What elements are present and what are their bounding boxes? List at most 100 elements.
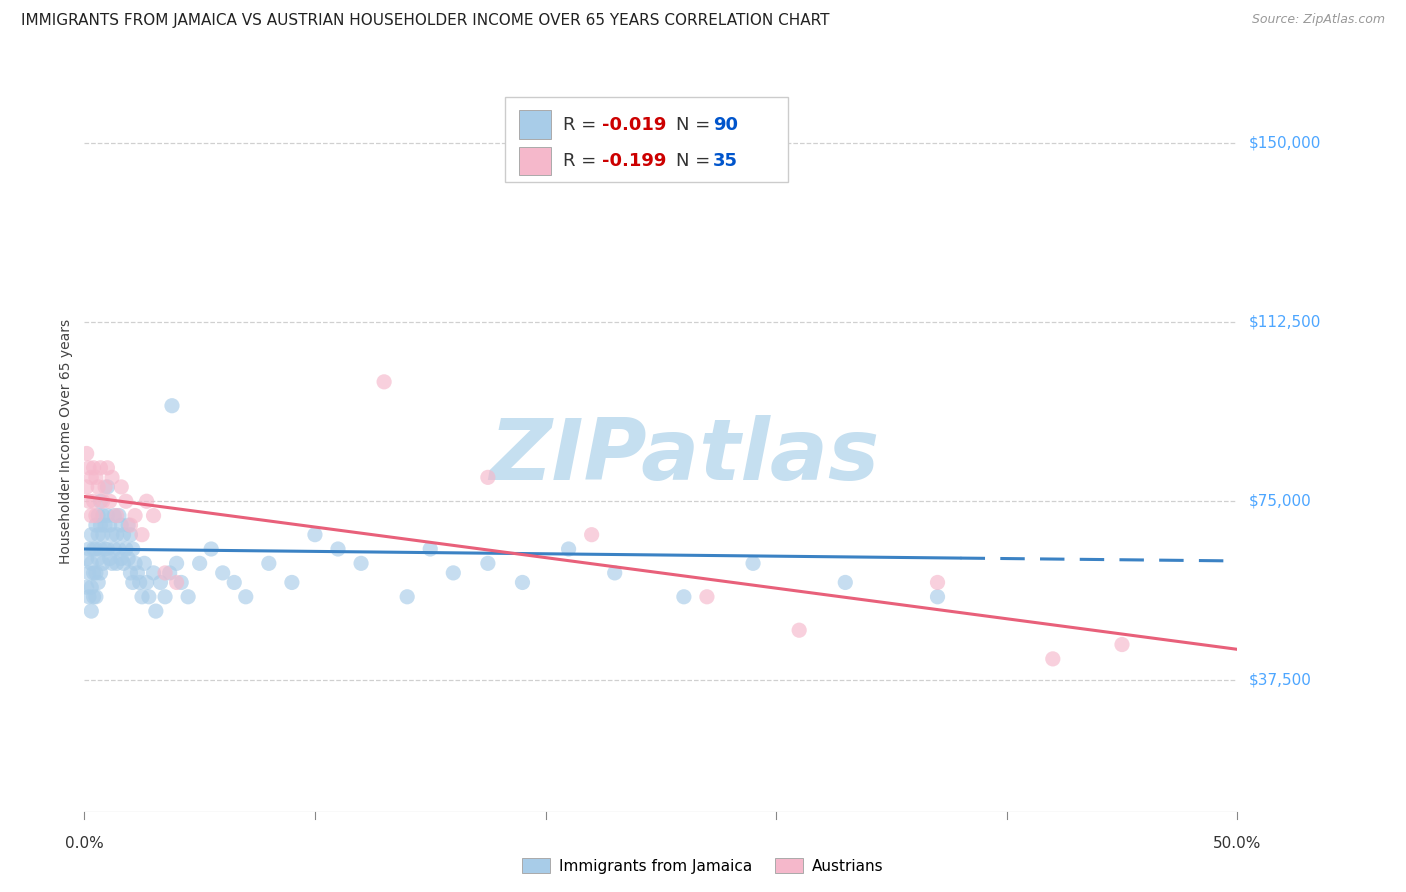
Text: R =: R = bbox=[562, 116, 602, 134]
Point bbox=[105, 557, 128, 571]
Point bbox=[235, 590, 257, 604]
Text: Source: ZipAtlas.com: Source: ZipAtlas.com bbox=[1251, 13, 1385, 27]
Point bbox=[142, 566, 165, 580]
Point bbox=[87, 551, 110, 566]
Point bbox=[281, 575, 304, 590]
Point bbox=[124, 557, 146, 571]
Point bbox=[304, 527, 326, 541]
Point bbox=[83, 541, 105, 556]
Point bbox=[89, 566, 111, 580]
Point bbox=[120, 527, 142, 541]
Point bbox=[177, 590, 200, 604]
Point bbox=[170, 575, 193, 590]
Point bbox=[101, 557, 124, 571]
Point bbox=[153, 590, 176, 604]
FancyBboxPatch shape bbox=[505, 97, 787, 183]
Point bbox=[166, 557, 188, 571]
Point bbox=[87, 527, 110, 541]
Text: -0.199: -0.199 bbox=[602, 153, 666, 170]
Point bbox=[91, 494, 114, 508]
Point bbox=[128, 575, 150, 590]
Point bbox=[105, 527, 128, 541]
Point bbox=[80, 557, 103, 571]
Point bbox=[110, 551, 132, 566]
Point bbox=[127, 566, 149, 580]
Point bbox=[101, 527, 124, 541]
Text: 90: 90 bbox=[713, 116, 738, 134]
Point bbox=[160, 399, 183, 413]
Point bbox=[927, 575, 949, 590]
Point bbox=[84, 518, 107, 533]
Point bbox=[396, 590, 419, 604]
Text: $112,500: $112,500 bbox=[1249, 315, 1320, 330]
Point bbox=[211, 566, 233, 580]
Point bbox=[91, 557, 114, 571]
Point bbox=[581, 527, 603, 541]
Point bbox=[89, 518, 111, 533]
Point bbox=[115, 494, 138, 508]
Point bbox=[138, 590, 160, 604]
Point bbox=[131, 590, 153, 604]
Point bbox=[87, 575, 110, 590]
Point bbox=[94, 480, 117, 494]
Point bbox=[927, 590, 949, 604]
Text: N =: N = bbox=[676, 116, 716, 134]
Point bbox=[83, 590, 105, 604]
Point bbox=[787, 624, 810, 638]
Point bbox=[77, 494, 100, 508]
Legend: Immigrants from Jamaica, Austrians: Immigrants from Jamaica, Austrians bbox=[516, 852, 890, 880]
Point bbox=[76, 446, 98, 460]
Y-axis label: Householder Income Over 65 years: Householder Income Over 65 years bbox=[59, 319, 73, 564]
Point bbox=[110, 480, 132, 494]
Point bbox=[96, 508, 118, 523]
Point bbox=[103, 508, 125, 523]
Point bbox=[477, 557, 499, 571]
Point bbox=[84, 541, 107, 556]
Text: 50.0%: 50.0% bbox=[1213, 836, 1261, 851]
Point bbox=[87, 508, 110, 523]
Point bbox=[87, 480, 110, 494]
Point bbox=[603, 566, 626, 580]
Point bbox=[153, 566, 176, 580]
Point bbox=[117, 551, 139, 566]
Point bbox=[149, 575, 172, 590]
Point bbox=[103, 541, 125, 556]
Point bbox=[350, 557, 373, 571]
Point bbox=[84, 590, 107, 604]
Point bbox=[672, 590, 695, 604]
Point bbox=[112, 557, 135, 571]
Point bbox=[96, 541, 118, 556]
Point bbox=[105, 508, 128, 523]
Point bbox=[77, 566, 100, 580]
Point bbox=[84, 508, 107, 523]
Point bbox=[557, 541, 579, 556]
Point bbox=[91, 527, 114, 541]
Point bbox=[477, 470, 499, 484]
Point bbox=[77, 541, 100, 556]
Point bbox=[101, 470, 124, 484]
Point bbox=[373, 375, 395, 389]
Point bbox=[84, 566, 107, 580]
Text: 35: 35 bbox=[713, 153, 738, 170]
Point bbox=[120, 518, 142, 533]
FancyBboxPatch shape bbox=[519, 147, 551, 175]
Point bbox=[1111, 638, 1133, 652]
Text: N =: N = bbox=[676, 153, 716, 170]
Point bbox=[200, 541, 222, 556]
Point bbox=[98, 551, 121, 566]
Text: R =: R = bbox=[562, 153, 602, 170]
Point bbox=[84, 470, 107, 484]
Text: IMMIGRANTS FROM JAMAICA VS AUSTRIAN HOUSEHOLDER INCOME OVER 65 YEARS CORRELATION: IMMIGRANTS FROM JAMAICA VS AUSTRIAN HOUS… bbox=[21, 13, 830, 29]
Point bbox=[77, 460, 100, 475]
Point bbox=[83, 494, 105, 508]
Point bbox=[80, 604, 103, 618]
Point bbox=[94, 518, 117, 533]
Text: ZIPatlas: ZIPatlas bbox=[489, 415, 879, 498]
Point bbox=[76, 480, 98, 494]
Point bbox=[696, 590, 718, 604]
Point bbox=[91, 508, 114, 523]
Point bbox=[80, 580, 103, 594]
Point bbox=[166, 575, 188, 590]
Point bbox=[159, 566, 181, 580]
Point bbox=[108, 508, 131, 523]
